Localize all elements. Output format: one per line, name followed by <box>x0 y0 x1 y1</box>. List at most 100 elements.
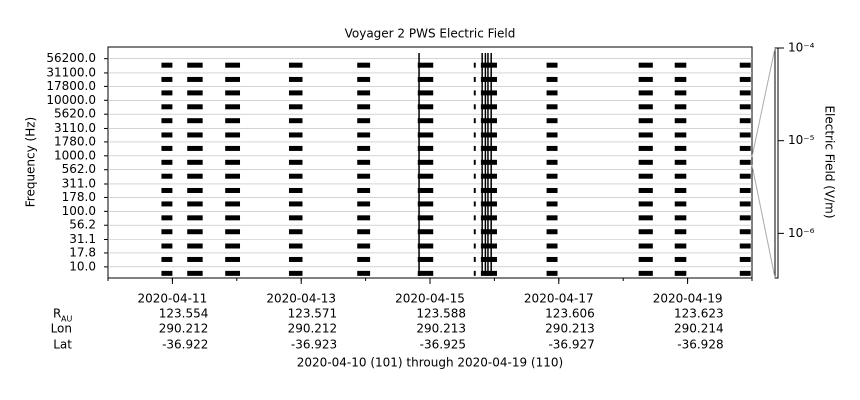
emission-segment <box>161 187 173 193</box>
colorbar-label: Electric Field (V/m) <box>823 105 837 218</box>
emission-segment <box>187 215 203 221</box>
emission-segment <box>357 104 371 110</box>
emission-segment <box>357 187 371 193</box>
emission-segment <box>357 173 371 179</box>
emission-segment <box>288 159 303 165</box>
emission-segment <box>638 90 653 96</box>
colorbar-tick-label: 10⁻⁴ <box>788 41 815 55</box>
emission-segment <box>546 215 558 221</box>
emission-segment <box>225 243 241 249</box>
emission-segment <box>546 132 558 138</box>
emission-segment <box>161 118 173 124</box>
emission-segment <box>480 270 497 276</box>
emission-segment <box>187 104 203 110</box>
emission-segment <box>161 132 173 138</box>
emission-segment <box>739 173 751 179</box>
ephemeris-value: 123.588 <box>416 307 466 321</box>
emission-segment <box>473 215 476 221</box>
emission-segment <box>288 132 303 138</box>
emission-segment <box>473 256 476 262</box>
emission-segment <box>417 62 434 68</box>
emission-segment <box>674 132 687 138</box>
emission-segment <box>473 145 476 151</box>
emission-segment <box>161 215 173 221</box>
emission-segment <box>638 201 653 207</box>
emission-segment <box>357 201 371 207</box>
emission-segment <box>739 229 751 235</box>
emission-segment <box>739 159 751 165</box>
emission-segment <box>546 76 558 82</box>
y-tick-label: 3110.0 <box>54 121 96 135</box>
emission-segment <box>161 270 173 276</box>
emission-segment <box>473 229 476 235</box>
emission-segment <box>161 104 173 110</box>
emission-segment <box>473 118 476 124</box>
ephemeris-value: 290.212 <box>159 322 209 336</box>
emission-segment <box>225 215 241 221</box>
emission-segment <box>357 118 371 124</box>
colorbar-connector <box>751 164 776 279</box>
emission-segment <box>417 104 434 110</box>
emission-segment <box>187 229 203 235</box>
emission-segment <box>674 104 687 110</box>
emission-segment <box>187 145 203 151</box>
emission-segment <box>288 104 303 110</box>
emission-segment <box>480 90 497 96</box>
emission-segment <box>473 76 476 82</box>
emission-segment <box>739 270 751 276</box>
ephemeris-value: 123.606 <box>545 307 595 321</box>
emission-segment <box>161 76 173 82</box>
emission-segment <box>546 159 558 165</box>
emission-segment <box>288 62 303 68</box>
emission-segment <box>357 62 371 68</box>
emission-segment <box>638 256 653 262</box>
emission-segment <box>473 62 476 68</box>
emission-segment <box>638 187 653 193</box>
emission-segment <box>187 132 203 138</box>
emission-segment <box>161 256 173 262</box>
ephemeris-value: -36.928 <box>677 338 723 352</box>
emission-segment <box>480 187 497 193</box>
emission-segment <box>417 90 434 96</box>
ephemeris-value: 290.214 <box>674 322 724 336</box>
emission-segment <box>546 90 558 96</box>
emission-segment <box>674 201 687 207</box>
emission-segment <box>225 229 241 235</box>
chart-title: Voyager 2 PWS Electric Field <box>345 27 516 41</box>
emission-segment <box>638 215 653 221</box>
ephemeris-value: 290.213 <box>545 322 595 336</box>
emission-segment <box>739 90 751 96</box>
emission-segment <box>638 62 653 68</box>
ephemeris-value: -36.925 <box>420 338 466 352</box>
y-tick-label: 56.2 <box>69 218 96 232</box>
ephemeris-value: 123.623 <box>674 307 724 321</box>
emission-segment <box>473 201 476 207</box>
emission-segment <box>417 145 434 151</box>
emission-segment <box>674 270 687 276</box>
emission-segment <box>357 76 371 82</box>
emission-segment <box>357 145 371 151</box>
emission-segment <box>546 270 558 276</box>
y-tick-label: 5620.0 <box>54 107 96 121</box>
emission-segment <box>288 145 303 151</box>
emission-segment <box>357 159 371 165</box>
emission-segment <box>225 76 241 82</box>
emission-segment <box>739 201 751 207</box>
x-tick-label: 2020-04-19 <box>653 292 723 306</box>
emission-segment <box>187 76 203 82</box>
emission-segment <box>187 173 203 179</box>
ephemeris-label: Lon <box>51 322 72 336</box>
emission-segment <box>417 173 434 179</box>
ephemeris-value: -36.923 <box>291 338 337 352</box>
emission-segment <box>288 187 303 193</box>
ephemeris-label: R <box>53 307 61 321</box>
emission-segment <box>357 256 371 262</box>
x-tick-label: 2020-04-11 <box>138 292 208 306</box>
emission-segment <box>288 229 303 235</box>
emission-segment <box>187 201 203 207</box>
emission-segment <box>638 173 653 179</box>
emission-segment <box>546 173 558 179</box>
emission-segment <box>480 132 497 138</box>
ephemeris-value: -36.927 <box>548 338 594 352</box>
emission-segment <box>638 145 653 151</box>
